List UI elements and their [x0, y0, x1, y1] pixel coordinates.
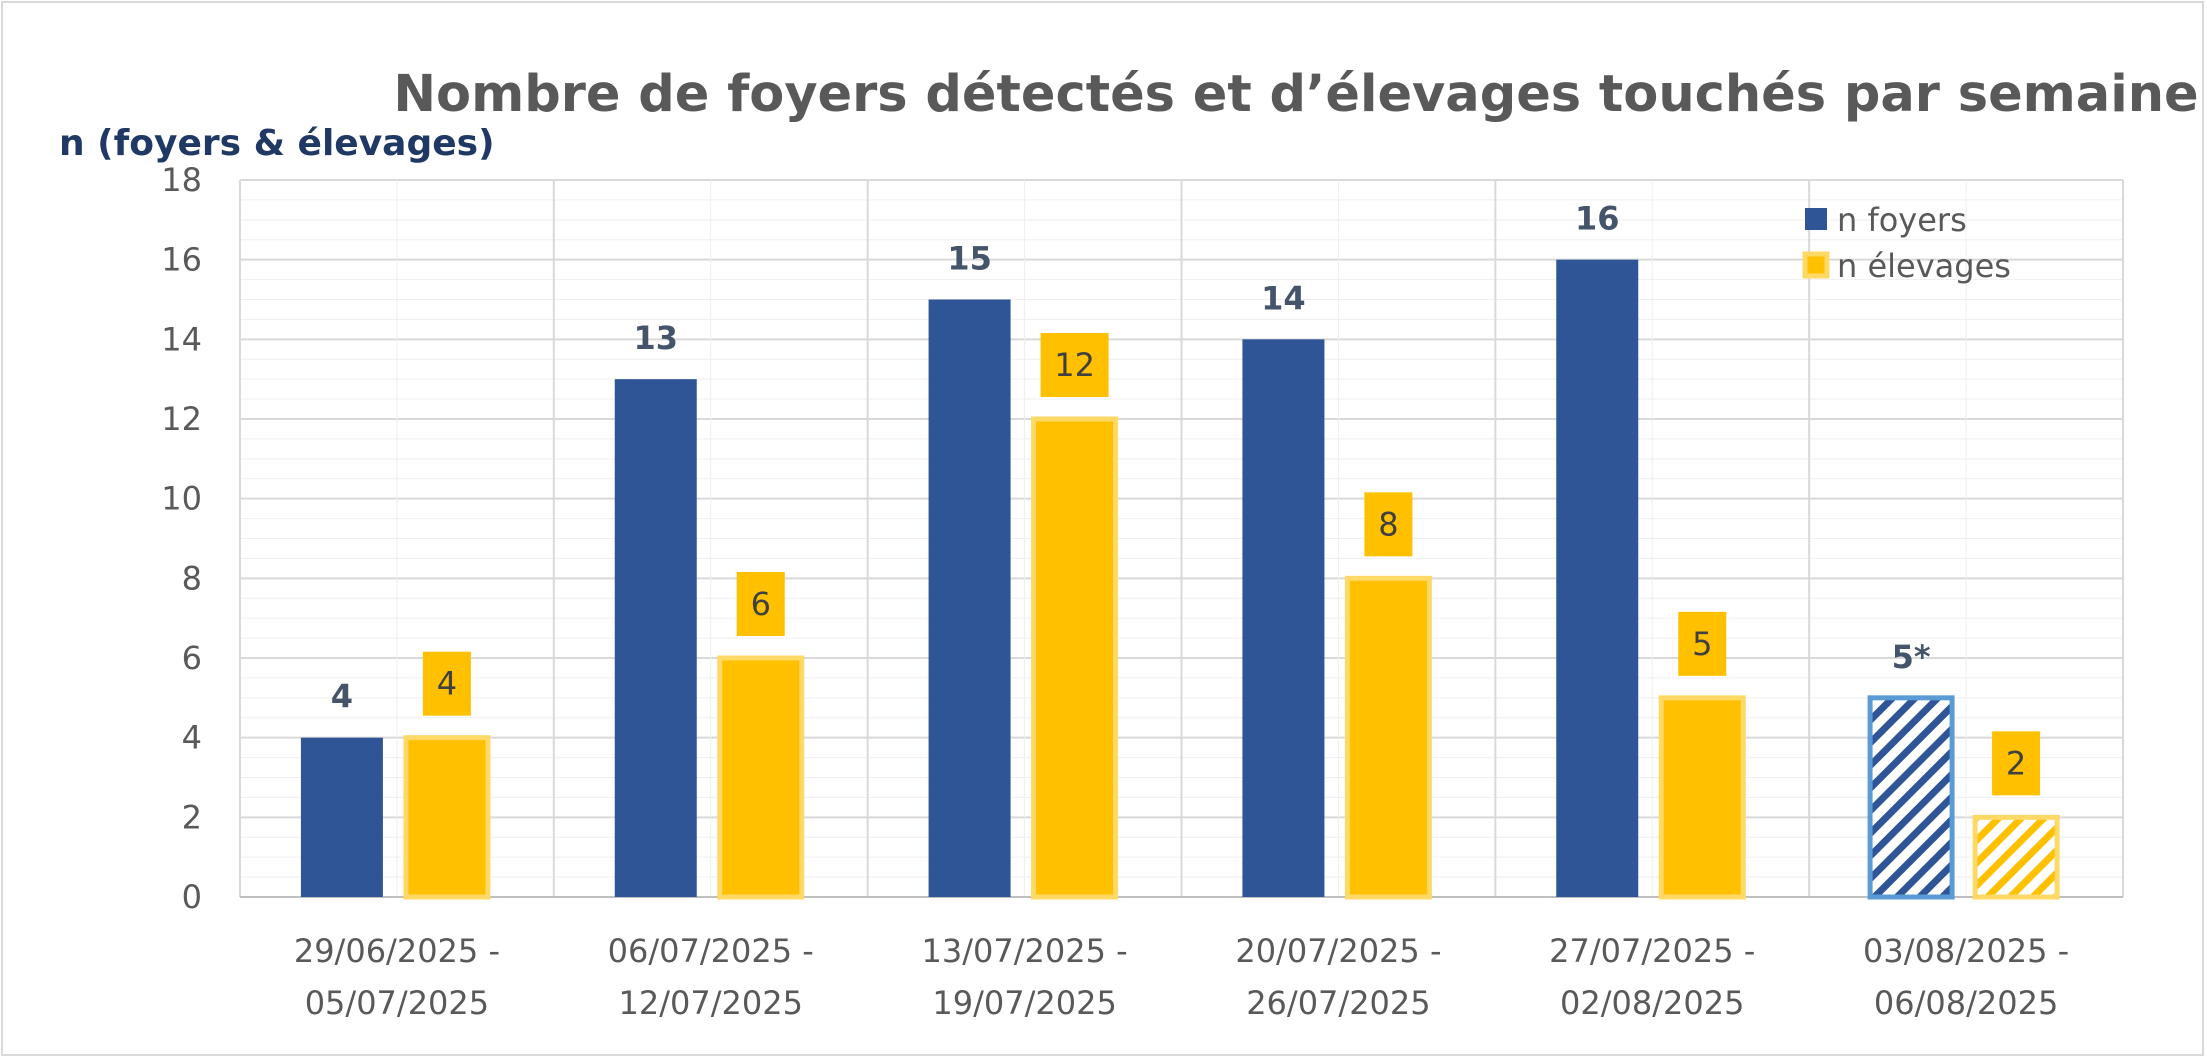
x-tick-label: 26/07/2025: [1246, 984, 1430, 1022]
x-tick-label: 20/07/2025 -: [1235, 932, 1441, 970]
bars: [300, 259, 2060, 900]
x-tick-label: 12/07/2025: [619, 984, 803, 1022]
y-tick-label: 2: [182, 798, 202, 836]
bar-elevages: [1658, 695, 1746, 900]
bar-foyers: [614, 379, 697, 898]
bar-foyers: [300, 737, 383, 897]
x-tick-label: 13/07/2025 -: [922, 932, 1128, 970]
y-tick-label: 6: [182, 639, 202, 677]
legend: n foyers n élevages: [1802, 201, 2011, 285]
x-tick-label: 29/06/2025 -: [294, 932, 500, 970]
data-label-foyers: 13: [633, 319, 678, 357]
bar-elevages: [717, 655, 805, 900]
y-axis-ticks: 0 2 4 6 8 10 12 14 16 18: [161, 161, 202, 916]
bar-elevages: [1031, 416, 1119, 900]
y-tick-label: 8: [182, 559, 202, 597]
y-tick-label: 4: [182, 719, 202, 757]
bar-foyers: [928, 299, 1011, 897]
data-label-box-elevages: [422, 651, 471, 716]
data-label-elevages: 6: [751, 585, 771, 623]
data-label-elevages: 4: [437, 665, 457, 703]
x-tick-label: 06/08/2025: [1874, 984, 2058, 1022]
data-label-foyers: 16: [1575, 200, 1620, 238]
data-label-foyers: 15: [947, 240, 992, 278]
y-tick-label: 16: [161, 241, 202, 279]
data-label-elevages: 8: [1378, 505, 1398, 543]
legend-swatch-foyers: [1805, 208, 1827, 230]
data-label-elevages: 2: [2006, 744, 2026, 782]
chart-title: Nombre de foyers détectés et d’élevages …: [393, 65, 2198, 124]
x-tick-label: 05/07/2025: [305, 984, 489, 1022]
data-label-elevages: 5: [1692, 625, 1712, 663]
y-tick-label: 14: [161, 320, 202, 358]
legend-swatch-elevages: [1802, 251, 1830, 279]
x-tick-label: 03/08/2025 -: [1863, 932, 2069, 970]
bar-foyers: [1242, 339, 1325, 897]
grid: [239, 179, 2124, 898]
y-tick-label: 12: [161, 400, 202, 438]
y-axis-label: n (foyers & élevages): [59, 123, 495, 164]
data-label-box-elevages: [1992, 731, 2041, 796]
bar-elevages: [403, 735, 491, 900]
bar-chart: Nombre de foyers détectés et d’élevages …: [59, 65, 2199, 1022]
data-label-elevages: 12: [1054, 346, 1095, 384]
x-tick-label: 02/08/2025: [1560, 984, 1744, 1022]
data-label-foyers: 4: [331, 678, 353, 716]
x-tick-label: 19/07/2025: [932, 984, 1116, 1022]
data-label-box-elevages: [736, 572, 785, 636]
data-label-box-elevages: [1364, 492, 1413, 557]
y-tick-label: 10: [161, 480, 202, 518]
data-label-box-elevages: [1678, 611, 1727, 676]
legend-label-elevages: n élevages: [1837, 247, 2011, 285]
bar-foyers: [1556, 259, 1639, 898]
y-tick-label: 18: [161, 161, 202, 199]
x-axis-ticks: 29/06/2025 - 05/07/2025 06/07/2025 - 12/07/…: [294, 932, 2069, 1022]
bar-foyers: [1867, 695, 1955, 900]
x-tick-label: 06/07/2025 -: [608, 932, 814, 970]
bar-elevages: [1972, 814, 2060, 900]
bar-elevages: [1344, 575, 1432, 900]
y-tick-label: 0: [182, 878, 202, 916]
data-label-foyers: 5*: [1892, 638, 1931, 676]
data-label-foyers: 14: [1261, 279, 1306, 317]
data-label-box-elevages: [1040, 333, 1109, 397]
legend-label-foyers: n foyers: [1837, 201, 1967, 239]
data-labels: 4 13 15 14 16 5* 4 6 12 8 5 2: [331, 200, 2041, 796]
x-tick-label: 27/07/2025 -: [1549, 932, 1755, 970]
